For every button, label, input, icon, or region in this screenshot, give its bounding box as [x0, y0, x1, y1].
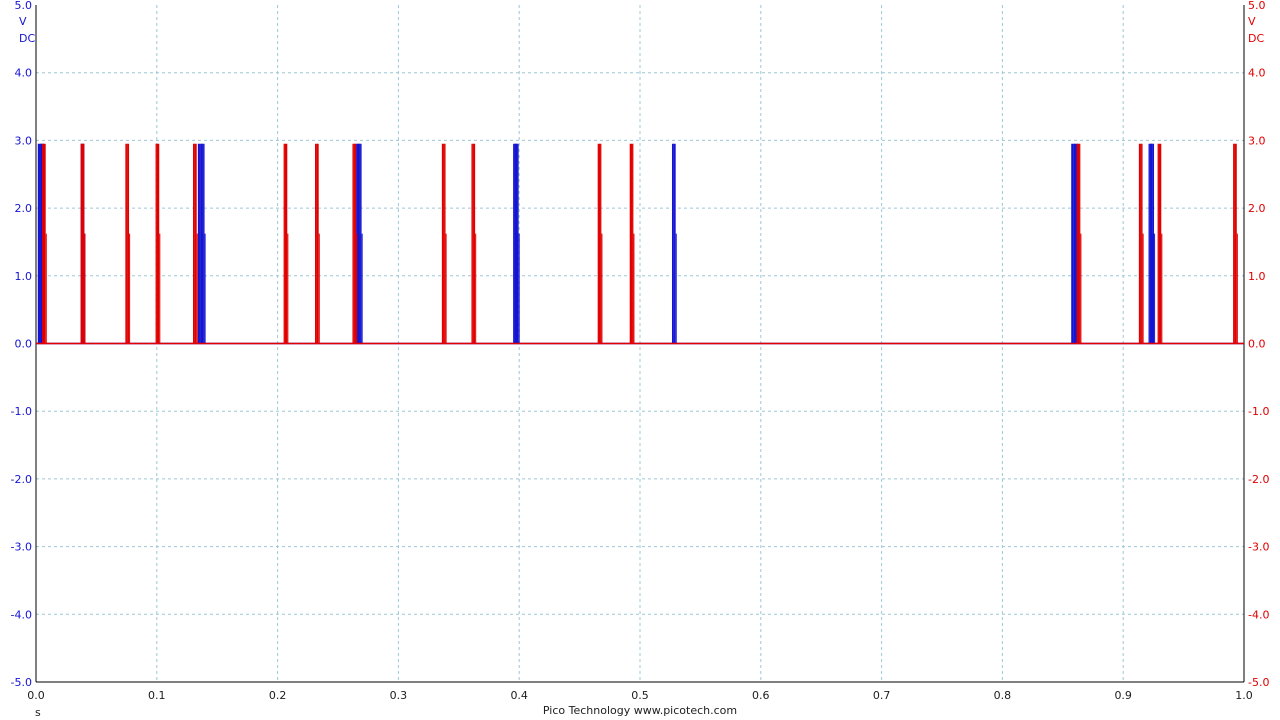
x-tick-label: 0.9 [1114, 689, 1132, 702]
y-tick-label-left: 3.0 [15, 134, 33, 147]
trace-pulse [283, 143, 289, 344]
trace-pulse [125, 143, 131, 344]
trace-pulse [471, 143, 477, 344]
left-axis-coupling: DC [19, 32, 35, 45]
trace-pulse [42, 143, 47, 344]
trace-pulse [441, 143, 447, 344]
y-tick-label-left: 0.0 [15, 338, 33, 351]
x-tick-label: 0.2 [269, 689, 287, 702]
y-tick-label-right: 1.0 [1248, 270, 1266, 283]
y-tick-label-left: -4.0 [11, 608, 32, 621]
y-tick-label-right: 3.0 [1248, 134, 1266, 147]
y-tick-label-left: 1.0 [15, 270, 33, 283]
y-tick-label-right: 5.0 [1248, 0, 1266, 12]
y-tick-label-right: -4.0 [1248, 608, 1269, 621]
x-axis-unit: s [35, 706, 41, 719]
trace-pulse [514, 143, 520, 344]
y-tick-label-left: -3.0 [11, 541, 32, 554]
trace-pulse [357, 143, 363, 344]
traces [36, 143, 1244, 345]
y-tick-label-right: -5.0 [1248, 676, 1269, 689]
y-tick-label-left: -5.0 [11, 676, 32, 689]
right-axis-unit: V [1248, 15, 1256, 28]
trace-pulse [315, 143, 320, 344]
trace-pulse [80, 143, 86, 344]
tick-labels: 0.0 0.1 0.2 0.3 0.4 0.5 0.6 0.7 0.8 0.9 1.0 5.0 5.0 4… [11, 0, 1270, 702]
y-tick-label-right: 2.0 [1248, 202, 1266, 215]
y-tick-label-right: -1.0 [1248, 405, 1269, 418]
y-tick-label-left: 2.0 [15, 202, 33, 215]
trace-pulse [1076, 143, 1082, 344]
trace-pulse [629, 143, 635, 344]
x-tick-label: 0.6 [752, 689, 770, 702]
trace-pulse [1157, 143, 1163, 344]
trace-pulse [597, 143, 603, 344]
x-tick-label: 1.0 [1235, 689, 1253, 702]
trace-pulse [155, 143, 161, 344]
y-tick-label-right: -3.0 [1248, 541, 1269, 554]
trace-pulse [1233, 143, 1238, 344]
trace-pulse [352, 143, 358, 344]
y-tick-label-left: 4.0 [15, 67, 33, 80]
y-tick-label-right: 0.0 [1248, 338, 1266, 351]
trace-pulse [671, 143, 677, 344]
y-tick-label-left: -1.0 [11, 405, 32, 418]
x-tick-label: 0.1 [148, 689, 166, 702]
x-tick-label: 0.7 [873, 689, 891, 702]
x-tick-label: 0.4 [510, 689, 528, 702]
y-tick-label-right: 4.0 [1248, 67, 1266, 80]
y-tick-label-left: 5.0 [15, 0, 33, 12]
trace-pulse [1138, 143, 1144, 344]
left-axis-unit: V [19, 15, 27, 28]
x-tick-label: 0.3 [390, 689, 408, 702]
footer-brand: Pico Technology www.picotech.com [542, 704, 738, 717]
trace-pulse [200, 143, 206, 344]
y-tick-label-right: -2.0 [1248, 473, 1269, 486]
x-tick-label: 0.5 [631, 689, 649, 702]
x-tick-label: 0.8 [994, 689, 1012, 702]
right-axis-coupling: DC [1248, 32, 1264, 45]
y-tick-label-left: -2.0 [11, 473, 32, 486]
x-tick-label: 0.0 [27, 689, 45, 702]
trace-pulse [1150, 143, 1156, 344]
trace-pulse [193, 143, 198, 344]
series-channel-b [36, 143, 1244, 345]
